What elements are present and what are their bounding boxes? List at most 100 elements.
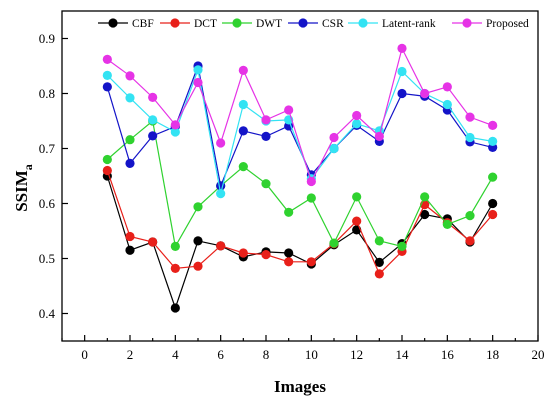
data-point-proposed (420, 88, 430, 99)
data-point-latent-rank (216, 189, 226, 199)
legend-label: CBF (132, 18, 154, 30)
data-point-dct (488, 209, 498, 220)
legend-item-dct: DCT (160, 18, 217, 30)
series-line-latent-rank (106, 67, 493, 194)
data-point-dwt (488, 172, 498, 182)
legend-marker (462, 18, 472, 28)
data-point-dct (465, 236, 475, 246)
series-line-proposed (106, 46, 493, 184)
series-dct (102, 165, 498, 279)
plot-frame (61, 10, 539, 342)
x-tick-label: 12 (350, 347, 363, 362)
legend-label: DCT (194, 18, 217, 30)
data-point-cbf (374, 257, 384, 267)
legend-item-dwt: DWT (222, 18, 282, 30)
data-point-dwt (397, 241, 407, 251)
data-point-proposed (465, 112, 475, 122)
y-tick-label: 0.8 (39, 86, 55, 101)
data-point-dct (148, 237, 158, 247)
data-point-dwt (170, 241, 180, 251)
series-line-cbf (106, 175, 494, 310)
data-point-csr (397, 88, 407, 99)
data-point-latent-rank (148, 115, 158, 125)
y-tick-label: 0.4 (39, 306, 56, 321)
data-point-dwt (125, 135, 135, 145)
data-point-proposed (306, 176, 316, 187)
series-proposed (102, 43, 498, 187)
data-point-dct (125, 231, 135, 242)
data-point-proposed (193, 77, 203, 88)
data-point-latent-rank (125, 93, 135, 103)
y-tick-label: 0.6 (39, 196, 56, 211)
data-point-latent-rank (352, 119, 362, 129)
legend: CBF DCT DWT CSR Latent-rank Proposed (98, 18, 529, 30)
data-point-csr (148, 131, 158, 141)
x-tick-label: 8 (263, 347, 270, 362)
legend-item-cbf: CBF (98, 18, 154, 30)
data-point-proposed (102, 54, 112, 64)
legend-marker (232, 18, 242, 28)
x-tick-label: 20 (532, 347, 545, 362)
data-point-proposed (488, 120, 498, 130)
data-point-dwt (284, 207, 294, 217)
series-line-dct (106, 170, 494, 275)
x-tick-label: 16 (441, 347, 455, 362)
data-point-csr (102, 82, 112, 92)
data-point-dct (374, 269, 384, 279)
data-point-latent-rank (238, 99, 248, 110)
data-point-proposed (397, 43, 407, 54)
data-point-proposed (442, 82, 452, 92)
data-point-cbf (284, 248, 294, 258)
data-point-cbf (170, 303, 180, 313)
data-point-dwt (306, 193, 316, 203)
data-point-proposed (374, 131, 384, 141)
legend-marker (298, 18, 308, 28)
x-tick-label: 4 (172, 347, 179, 362)
data-point-latent-rank (465, 132, 475, 143)
data-point-proposed (352, 110, 362, 121)
data-point-proposed (261, 115, 271, 125)
x-tick-label: 2 (127, 347, 134, 362)
data-point-dwt (442, 219, 452, 229)
data-point-dwt (352, 192, 362, 202)
x-axis: 0 2 4 6 8 10 12 14 16 18 20 (61, 335, 545, 362)
data-point-proposed (329, 132, 339, 143)
data-point-dwt (420, 192, 430, 202)
data-point-dct (261, 250, 271, 260)
data-point-cbf (193, 236, 203, 246)
data-point-dwt (465, 211, 475, 221)
data-point-dwt (374, 236, 384, 246)
data-point-cbf (420, 209, 430, 220)
data-point-latent-rank (329, 143, 339, 154)
data-point-dct (238, 248, 248, 258)
data-point-proposed (125, 71, 135, 81)
data-point-dwt (261, 179, 271, 189)
data-point-proposed (170, 120, 180, 130)
legend-label: DWT (256, 18, 282, 30)
series-layer (102, 43, 498, 313)
data-point-latent-rank (102, 70, 112, 80)
x-axis-title: Images (274, 377, 326, 396)
data-point-latent-rank (442, 99, 452, 110)
y-axis: 0.4 0.5 0.6 0.7 0.8 0.9 (39, 31, 68, 321)
legend-marker (108, 18, 118, 28)
data-point-dwt (193, 202, 203, 212)
data-point-dct (352, 216, 362, 226)
data-point-dct (170, 263, 180, 273)
y-tick-label: 0.5 (39, 251, 55, 266)
data-point-proposed (238, 65, 248, 75)
data-point-proposed (284, 105, 294, 115)
x-tick-label: 14 (396, 347, 410, 362)
legend-label: CSR (322, 18, 344, 30)
data-point-dct (284, 257, 294, 267)
x-tick-label: 6 (217, 347, 224, 362)
legend-item-latent-rank: Latent-rank (348, 18, 436, 30)
data-point-latent-rank (488, 136, 498, 146)
data-point-csr (261, 131, 271, 141)
data-point-proposed (148, 92, 158, 102)
y-axis-title-sub: a (21, 164, 35, 170)
data-point-dct (306, 257, 316, 267)
data-point-csr (238, 126, 248, 136)
series-line-dwt (106, 119, 494, 249)
